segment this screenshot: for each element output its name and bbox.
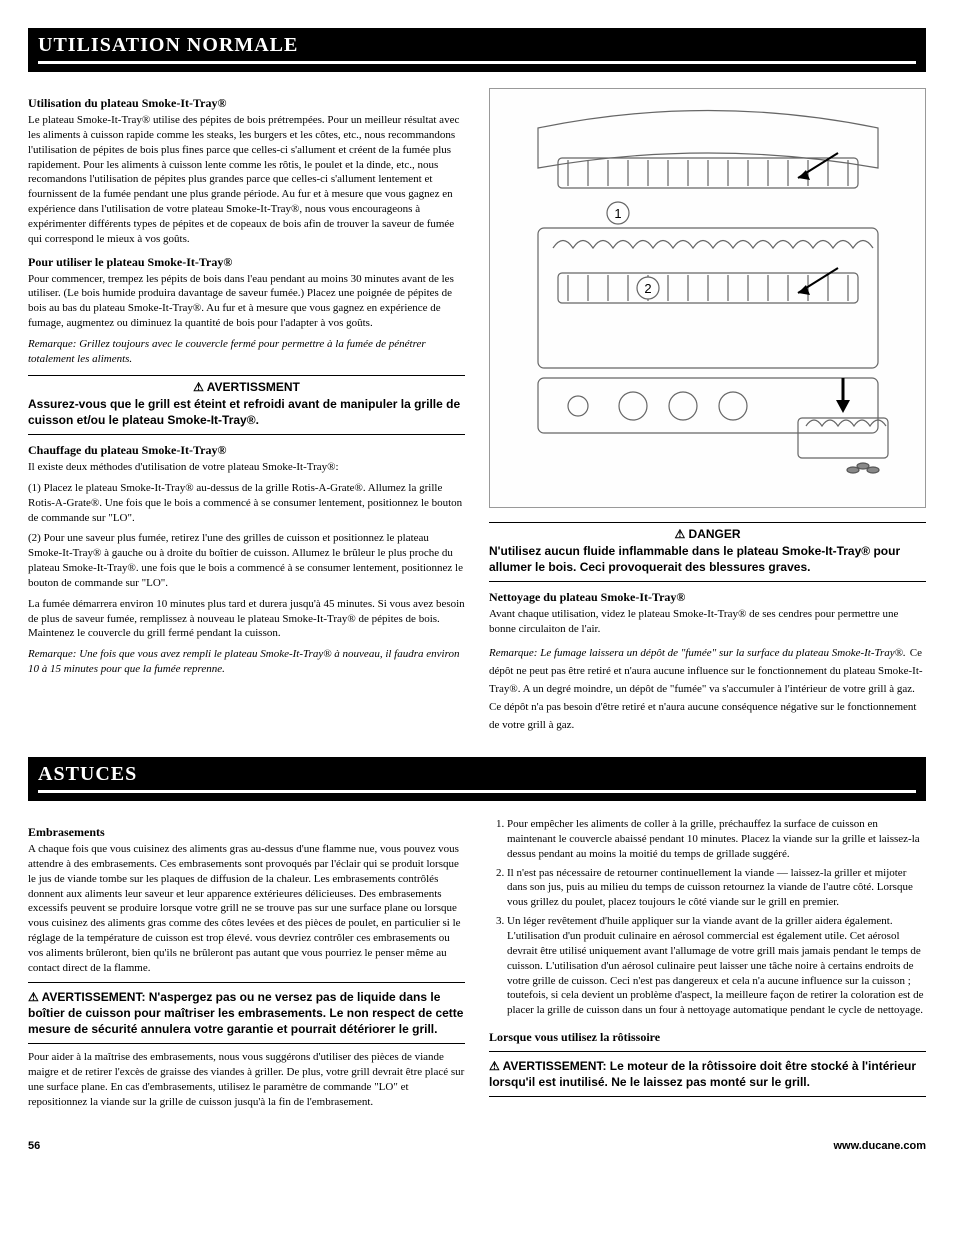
list-item: Il n'est pas nécessaire de retourner con… <box>507 866 926 911</box>
list-item: Pour empêcher les aliments de coller à l… <box>507 817 926 862</box>
para-pour-utiliser: Pour commencer, trempez les pépits de bo… <box>28 272 465 331</box>
para-nettoyage-a: Avant chaque utilisation, videz le plate… <box>489 607 926 637</box>
section2-right-col: Pour empêcher les aliments de coller à l… <box>489 817 926 1116</box>
diagram-label-2: 2 <box>644 281 651 296</box>
section-title: UTILISATION NORMALE <box>38 34 916 57</box>
banner-rule-2 <box>38 790 916 793</box>
section2-left-col: Embrasements A chaque fois que vous cuis… <box>28 817 465 1116</box>
section1-columns: Utilisation du plateau Smoke-It-Tray® Le… <box>28 88 926 733</box>
para-embrasements: A chaque fois que vous cuisinez des alim… <box>28 842 465 976</box>
heading-utilisation-plateau: Utilisation du plateau Smoke-It-Tray® <box>28 96 465 111</box>
heading-nettoyage: Nettoyage du plateau Smoke-It-Tray® <box>489 590 926 605</box>
divider <box>489 1051 926 1052</box>
warning-avertissment: ⚠ AVERTISSMENT Assurez-vous que le grill… <box>28 375 465 435</box>
divider <box>28 982 465 983</box>
heading-pour-utiliser: Pour utiliser le plateau Smoke-It-Tray® <box>28 255 465 270</box>
section-banner-astuces: ASTUCES <box>28 757 926 801</box>
para-nettoyage-b: Ce dépôt ne peut pas être retiré et n'au… <box>489 647 923 731</box>
para-embrasements-2: Pour aider à la maîtrise des embrasement… <box>28 1050 465 1109</box>
note-grillez: Remarque: Grillez toujours avec le couve… <box>28 337 465 367</box>
list-item: Un léger revêtement d'huile appliquer su… <box>507 914 926 1018</box>
warning-rotissoire: ⚠ AVERTISSEMENT: Le moteur de la rôtisso… <box>489 1058 926 1090</box>
note-nettoyage: Remarque: Le fumage laissera un dépôt de… <box>489 647 906 659</box>
diagram-label-1: 1 <box>614 206 621 221</box>
warning-title: ⚠ AVERTISSMENT <box>28 380 465 394</box>
note-chauffage: Remarque: Une fois que vous avez rempli … <box>28 647 465 677</box>
banner-rule <box>38 61 916 64</box>
tips-list: Pour empêcher les aliments de coller à l… <box>489 817 926 1018</box>
page-number: 56 <box>28 1140 40 1152</box>
section1-left-col: Utilisation du plateau Smoke-It-Tray® Le… <box>28 88 465 733</box>
para-chauffage-intro: Il existe deux méthodes d'utilisation de… <box>28 460 465 475</box>
grill-diagram: 1 2 <box>489 88 926 508</box>
warning-embrasements: ⚠ AVERTISSEMENT: N'aspergez pas ou ne ve… <box>28 989 465 1038</box>
para-chauffage-1: (1) Placez le plateau Smoke-It-Tray® au-… <box>28 481 465 526</box>
para-chauffage-2: (2) Pour une saveur plus fumée, retirez … <box>28 531 465 590</box>
grill-diagram-svg: 1 2 <box>498 98 918 498</box>
section2-columns: Embrasements A chaque fois que vous cuis… <box>28 817 926 1116</box>
para-chauffage-fumee: La fumée démarrera environ 10 minutes pl… <box>28 597 465 642</box>
page: UTILISATION NORMALE Utilisation du plate… <box>0 0 954 1168</box>
danger-title: ⚠ DANGER <box>489 527 926 541</box>
section-banner-utilisation: UTILISATION NORMALE <box>28 28 926 72</box>
section-title-astuces: ASTUCES <box>38 763 916 786</box>
page-footer: 56 www.ducane.com <box>28 1140 926 1152</box>
heading-embrasements: Embrasements <box>28 825 465 840</box>
heading-rotissoire: Lorsque vous utilisez la rôtissoire <box>489 1030 926 1045</box>
divider <box>489 1096 926 1097</box>
heading-chauffage: Chauffage du plateau Smoke-It-Tray® <box>28 443 465 458</box>
divider <box>28 1043 465 1044</box>
para-utilisation-plateau: Le plateau Smoke-It-Tray® utilise des pé… <box>28 113 465 247</box>
footer-url: www.ducane.com <box>833 1140 926 1152</box>
warning-body: Assurez-vous que le grill est éteint et … <box>28 396 465 428</box>
danger-box: ⚠ DANGER N'utilisez aucun fluide inflamm… <box>489 522 926 582</box>
section1-right-col: 1 2 ⚠ DANGER N'utilisez aucun fluide inf… <box>489 88 926 733</box>
danger-body: N'utilisez aucun fluide inflammable dans… <box>489 543 926 575</box>
